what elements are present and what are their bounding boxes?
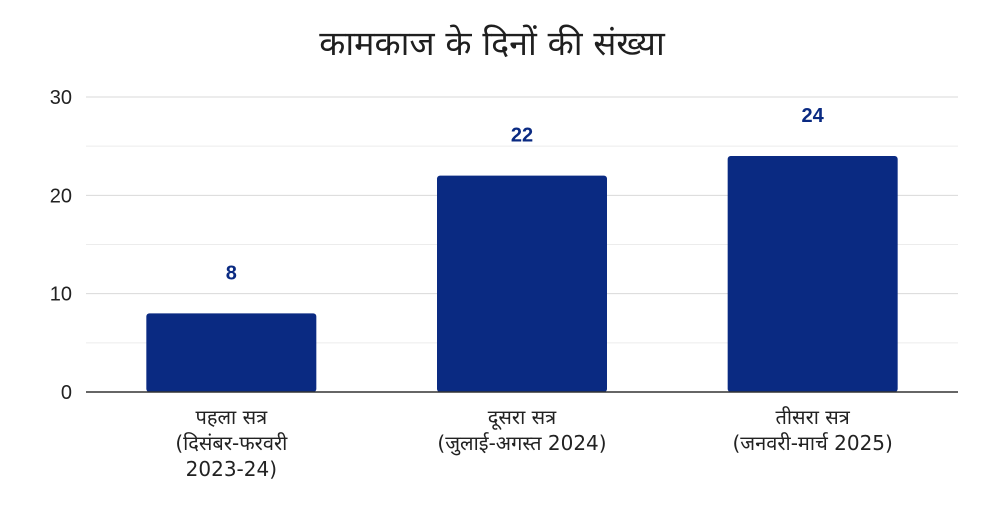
category-label-line: 2023-24) xyxy=(186,457,277,481)
bars xyxy=(146,156,898,392)
category-label: दूसरा सत्र (जुलाई-अगस्त 2024) xyxy=(437,405,606,456)
category-labels: पहला सत्र (दिसंबर-फरवरी 2023-24) दूसरा सत्र… xyxy=(175,405,893,481)
data-label: 24 xyxy=(802,105,825,127)
category-label-line: (दिसंबर-फरवरी xyxy=(175,431,288,455)
bar xyxy=(146,313,317,392)
y-tick-label: 30 xyxy=(50,87,72,109)
category-label-line: दूसरा सत्र xyxy=(488,405,557,430)
y-tick-label: 0 xyxy=(61,382,72,404)
y-tick-label: 20 xyxy=(50,185,72,207)
bar xyxy=(437,175,607,392)
category-label-line: (जनवरी-मार्च 2025) xyxy=(732,431,892,455)
category-label: पहला सत्र (दिसंबर-फरवरी 2023-24) xyxy=(175,405,288,481)
data-labels: 8 22 24 xyxy=(226,105,825,284)
y-tick-label: 10 xyxy=(50,284,72,306)
category-label-line: तीसरा सत्र xyxy=(775,405,850,429)
bar xyxy=(727,156,898,392)
category-label: तीसरा सत्र (जनवरी-मार्च 2025) xyxy=(732,405,892,455)
chart-title: कामकाज के दिनों की संख्या xyxy=(319,24,666,64)
y-axis-ticks: 0 10 20 30 xyxy=(50,87,72,404)
data-label: 8 xyxy=(226,262,237,284)
category-label-line: पहला सत्र xyxy=(196,405,269,429)
data-label: 22 xyxy=(511,125,533,147)
category-label-line: (जुलाई-अगस्त 2024) xyxy=(437,431,606,456)
